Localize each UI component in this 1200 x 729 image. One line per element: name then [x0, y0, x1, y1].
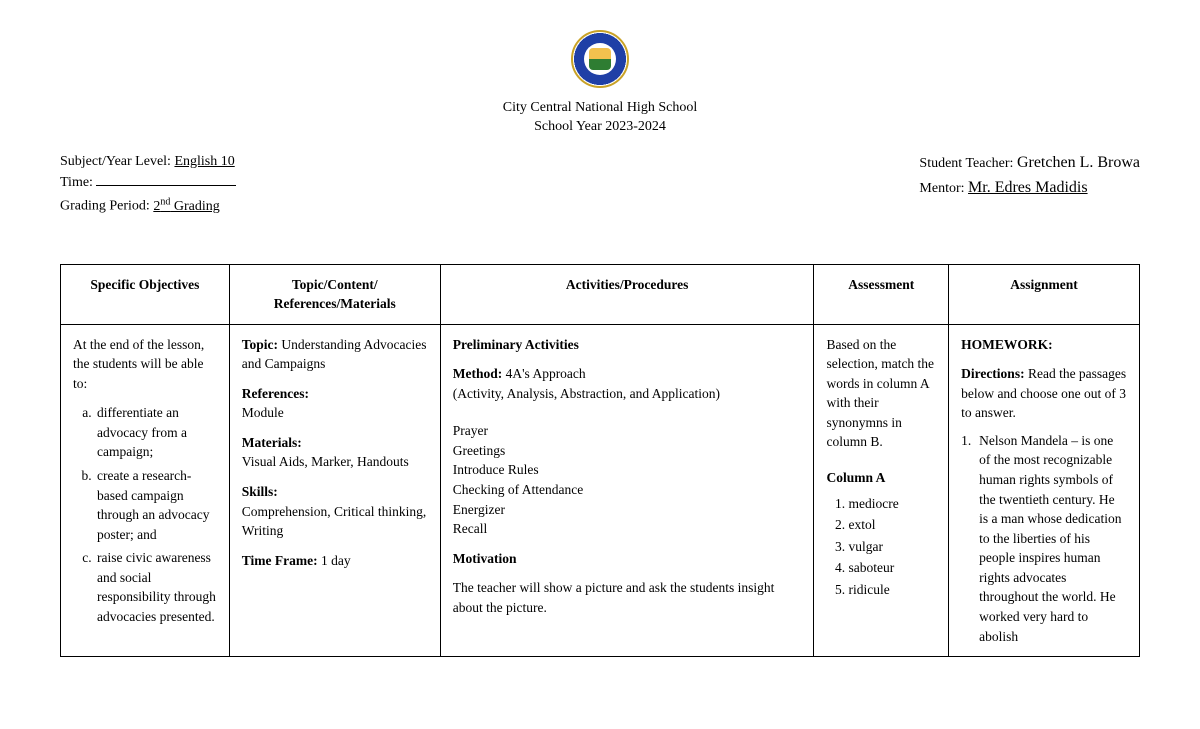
- column-a-item: extol: [848, 515, 936, 535]
- cell-assignment: HOMEWORK: Directions: Read the passages …: [949, 324, 1140, 656]
- method-label: Method:: [453, 366, 503, 381]
- objective-item: create a research-based campaign through…: [95, 466, 217, 544]
- prelim-item: Prayer: [453, 421, 802, 441]
- column-a-list: mediocre extol vulgar saboteur ridicule: [826, 494, 936, 600]
- student-teacher-label: Student Teacher: [919, 156, 1009, 171]
- mentor-value: Mr. Edres Madidis: [968, 179, 1088, 196]
- prelim-item: Energizer: [453, 500, 802, 520]
- grading-label: Grading Period:: [60, 199, 153, 214]
- objectives-list: differentiate an advocacy from a campaig…: [73, 403, 217, 626]
- directions-label: Directions:: [961, 366, 1025, 381]
- method-detail: (Activity, Analysis, Abstraction, and Ap…: [453, 384, 802, 404]
- prelim-heading: Preliminary Activities: [453, 335, 802, 355]
- column-a-item: saboteur: [848, 558, 936, 578]
- skills-value: Comprehension, Critical thinking, Writin…: [242, 502, 428, 541]
- meta-row: Subject/Year Level: English 10 Time: Gra…: [60, 151, 1140, 218]
- col-header-activities: Activities/Procedures: [440, 264, 814, 324]
- prelim-item: Recall: [453, 519, 802, 539]
- col-header-topic: Topic/Content/ References/Materials: [229, 264, 440, 324]
- time-blank: [96, 185, 236, 186]
- column-a-item: vulgar: [848, 537, 936, 557]
- column-a-item: mediocre: [848, 494, 936, 514]
- column-a-item: ridicule: [848, 580, 936, 600]
- materials-value: Visual Aids, Marker, Handouts: [242, 452, 428, 472]
- materials-label: Materials:: [242, 435, 302, 450]
- column-a-label: Column A: [826, 468, 936, 488]
- cell-assessment: Based on the selection, match the words …: [814, 324, 949, 656]
- cell-activities: Preliminary Activities Method: 4A's Appr…: [440, 324, 814, 656]
- timeframe-label: Time Frame:: [242, 553, 318, 568]
- homework-item-text: Nelson Mandela – is one of the most reco…: [979, 431, 1127, 646]
- table-header-row: Specific Objectives Topic/Content/ Refer…: [61, 264, 1140, 324]
- motivation-heading: Motivation: [453, 549, 802, 569]
- prelim-item: Checking of Attendance: [453, 480, 802, 500]
- assessment-intro: Based on the selection, match the words …: [826, 335, 936, 452]
- prelim-item: Greetings: [453, 441, 802, 461]
- school-logo: [60, 30, 1140, 93]
- school-header: City Central National High School School…: [60, 99, 1140, 137]
- school-name: City Central National High School: [60, 99, 1140, 118]
- table-row: At the end of the lesson, the students w…: [61, 324, 1140, 656]
- method-value: 4A's Approach: [502, 366, 585, 381]
- references-label: References:: [242, 386, 309, 401]
- col-header-assignment: Assignment: [949, 264, 1140, 324]
- subject-label: Subject/Year Level:: [60, 154, 174, 169]
- mentor-label: Mentor:: [919, 181, 968, 196]
- lesson-plan-table: Specific Objectives Topic/Content/ Refer…: [60, 264, 1140, 658]
- col-header-assessment: Assessment: [814, 264, 949, 324]
- time-label: Time:: [60, 175, 96, 190]
- homework-label: HOMEWORK:: [961, 335, 1127, 355]
- cell-topic: Topic: Understanding Advocacies and Camp…: [229, 324, 440, 656]
- references-value: Module: [242, 403, 428, 423]
- motivation-text: The teacher will show a picture and ask …: [453, 578, 802, 617]
- subject-value: English 10: [174, 154, 234, 169]
- meta-right: Student Teacher: Gretchen L. Browa Mento…: [919, 151, 1140, 218]
- topic-label: Topic:: [242, 337, 278, 352]
- objectives-intro: At the end of the lesson, the students w…: [73, 335, 217, 394]
- cell-objectives: At the end of the lesson, the students w…: [61, 324, 230, 656]
- student-teacher-value: Gretchen L. Browa: [1017, 154, 1140, 171]
- grading-value: 2nd Grading: [153, 199, 219, 214]
- col-header-objectives: Specific Objectives: [61, 264, 230, 324]
- objective-item: raise civic awareness and social respons…: [95, 548, 217, 626]
- school-year: School Year 2023-2024: [60, 118, 1140, 137]
- skills-label: Skills:: [242, 484, 278, 499]
- meta-left: Subject/Year Level: English 10 Time: Gra…: [60, 151, 236, 218]
- timeframe-value: 1 day: [318, 553, 351, 568]
- objective-item: differentiate an advocacy from a campaig…: [95, 403, 217, 462]
- prelim-item: Introduce Rules: [453, 460, 802, 480]
- homework-item-num: 1.: [961, 431, 979, 646]
- homework-item: 1. Nelson Mandela – is one of the most r…: [961, 431, 1127, 646]
